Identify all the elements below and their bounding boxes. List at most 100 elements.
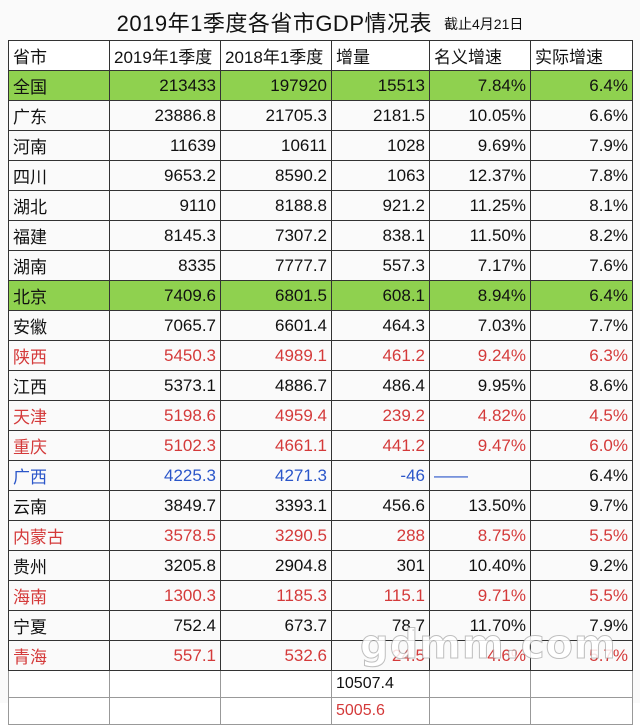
cell-province: 重庆 bbox=[8, 430, 110, 461]
cell-2018q1: 6601.4 bbox=[220, 310, 332, 341]
table-row: 江西 5373.1 4886.7 486.4 9.95% 8.6% bbox=[8, 370, 633, 401]
cell-2018q1: 4959.4 bbox=[220, 400, 332, 431]
footer-cell bbox=[429, 697, 531, 725]
cell-increase: 24.5 bbox=[331, 640, 430, 671]
cell-province: 贵州 bbox=[8, 550, 110, 581]
cell-nominal-growth: 7.84% bbox=[429, 70, 531, 101]
footer-cell bbox=[220, 697, 332, 725]
cell-real-growth: 5.5% bbox=[530, 580, 633, 611]
cell-real-growth: 6.4% bbox=[530, 280, 633, 311]
cell-2019q1: 5450.3 bbox=[109, 340, 221, 371]
table-row: 北京 7409.6 6801.5 608.1 8.94% 6.4% bbox=[8, 280, 633, 311]
cell-real-growth: 6.6% bbox=[530, 100, 633, 131]
cell-2018q1: 1185.3 bbox=[220, 580, 332, 611]
cell-province: 北京 bbox=[8, 280, 110, 311]
cell-2019q1: 23886.8 bbox=[109, 100, 221, 131]
table-row: 云南 3849.7 3393.1 456.6 13.50% 9.7% bbox=[8, 490, 633, 521]
cell-2018q1: 4271.3 bbox=[220, 460, 332, 491]
footer-cell bbox=[429, 670, 531, 698]
cell-real-growth: 6.0% bbox=[530, 430, 633, 461]
cell-increase: 239.2 bbox=[331, 400, 430, 431]
cell-nominal-growth: 9.69% bbox=[429, 130, 531, 161]
table-row: 重庆 5102.3 4661.1 441.2 9.47% 6.0% bbox=[8, 430, 633, 461]
footer-row-2: 5005.6 bbox=[8, 697, 633, 725]
table-row: 广西 4225.3 4271.3 -46 —— 6.4% bbox=[8, 460, 633, 491]
cell-2018q1: 4989.1 bbox=[220, 340, 332, 371]
cell-increase: 301 bbox=[331, 550, 430, 581]
cell-2018q1: 21705.3 bbox=[220, 100, 332, 131]
footer-cell bbox=[530, 697, 633, 725]
cell-province: 福建 bbox=[8, 220, 110, 251]
cell-increase: 1063 bbox=[331, 160, 430, 191]
cell-2018q1: 7777.7 bbox=[220, 250, 332, 281]
footer-sum-1: 10507.4 bbox=[331, 670, 430, 698]
cell-nominal-growth: 8.94% bbox=[429, 280, 531, 311]
cell-real-growth: 8.6% bbox=[530, 370, 633, 401]
cell-nominal-growth: 11.25% bbox=[429, 190, 531, 221]
cell-province: 宁夏 bbox=[8, 610, 110, 641]
cell-nominal-growth: 10.40% bbox=[429, 550, 531, 581]
cell-increase: 464.3 bbox=[331, 310, 430, 341]
cell-province: 安徽 bbox=[8, 310, 110, 341]
cell-2019q1: 213433 bbox=[109, 70, 221, 101]
cell-2018q1: 10611 bbox=[220, 130, 332, 161]
cell-2019q1: 7409.6 bbox=[109, 280, 221, 311]
cell-nominal-growth: 4.6% bbox=[429, 640, 531, 671]
cell-real-growth: 8.1% bbox=[530, 190, 633, 221]
cell-real-growth: 9.2% bbox=[530, 550, 633, 581]
cell-province: 湖北 bbox=[8, 190, 110, 221]
header-row: 省市 2019年1季度 2018年1季度 增量 名义增速 实际增速 bbox=[8, 40, 633, 71]
cell-increase: 608.1 bbox=[331, 280, 430, 311]
cell-province: 陕西 bbox=[8, 340, 110, 371]
cell-2018q1: 7307.2 bbox=[220, 220, 332, 251]
cell-2019q1: 3205.8 bbox=[109, 550, 221, 581]
cell-increase: 921.2 bbox=[331, 190, 430, 221]
table-row: 湖南 8335 7777.7 557.3 7.17% 7.6% bbox=[8, 250, 633, 281]
table-row: 宁夏 752.4 673.7 78.7 11.70% 7.9% bbox=[8, 610, 633, 641]
cell-2018q1: 8590.2 bbox=[220, 160, 332, 191]
cell-increase: -46 bbox=[331, 460, 430, 491]
cell-nominal-growth: 8.75% bbox=[429, 520, 531, 551]
cell-nominal-growth: 10.05% bbox=[429, 100, 531, 131]
title-note: 截止4月21日 bbox=[444, 16, 524, 32]
cell-nominal-growth: 11.50% bbox=[429, 220, 531, 251]
cell-2019q1: 752.4 bbox=[109, 610, 221, 641]
cell-2018q1: 8188.8 bbox=[220, 190, 332, 221]
footer-sum-2: 5005.6 bbox=[331, 697, 430, 725]
table-row: 内蒙古 3578.5 3290.5 288 8.75% 5.5% bbox=[8, 520, 633, 551]
cell-2018q1: 197920 bbox=[220, 70, 332, 101]
cell-real-growth: 6.4% bbox=[530, 460, 633, 491]
cell-2018q1: 4886.7 bbox=[220, 370, 332, 401]
cell-2018q1: 3290.5 bbox=[220, 520, 332, 551]
cell-2018q1: 6801.5 bbox=[220, 280, 332, 311]
cell-increase: 1028 bbox=[331, 130, 430, 161]
cell-2019q1: 5373.1 bbox=[109, 370, 221, 401]
footer-cell bbox=[8, 670, 110, 698]
cell-province: 广东 bbox=[8, 100, 110, 131]
cell-increase: 838.1 bbox=[331, 220, 430, 251]
table-body: 全国 213433 197920 15513 7.84% 6.4% 广东 23886.8 217… bbox=[8, 70, 633, 671]
cell-increase: 78.7 bbox=[331, 610, 430, 641]
table-row: 广东 23886.8 21705.3 2181.5 10.05% 6.6% bbox=[8, 100, 633, 131]
cell-real-growth: 5.5% bbox=[530, 520, 633, 551]
footer-cell bbox=[530, 670, 633, 698]
gdp-table: 省市 2019年1季度 2018年1季度 增量 名义增速 实际增速 全国 2134… bbox=[8, 40, 633, 725]
cell-province: 全国 bbox=[8, 70, 110, 101]
cell-2019q1: 9110 bbox=[109, 190, 221, 221]
header-increase: 增量 bbox=[331, 40, 430, 71]
cell-increase: 461.2 bbox=[331, 340, 430, 371]
cell-nominal-growth: 7.03% bbox=[429, 310, 531, 341]
cell-province: 海南 bbox=[8, 580, 110, 611]
cell-real-growth: 7.9% bbox=[530, 610, 633, 641]
table-row: 贵州 3205.8 2904.8 301 10.40% 9.2% bbox=[8, 550, 633, 581]
header-2019q1: 2019年1季度 bbox=[109, 40, 221, 71]
cell-2019q1: 3849.7 bbox=[109, 490, 221, 521]
table-row: 福建 8145.3 7307.2 838.1 11.50% 8.2% bbox=[8, 220, 633, 251]
cell-2019q1: 4225.3 bbox=[109, 460, 221, 491]
cell-nominal-growth: —— bbox=[429, 460, 531, 491]
cell-2019q1: 3578.5 bbox=[109, 520, 221, 551]
cell-real-growth: 9.7% bbox=[530, 490, 633, 521]
cell-increase: 15513 bbox=[331, 70, 430, 101]
table-row: 安徽 7065.7 6601.4 464.3 7.03% 7.7% bbox=[8, 310, 633, 341]
cell-real-growth: 7.7% bbox=[530, 310, 633, 341]
